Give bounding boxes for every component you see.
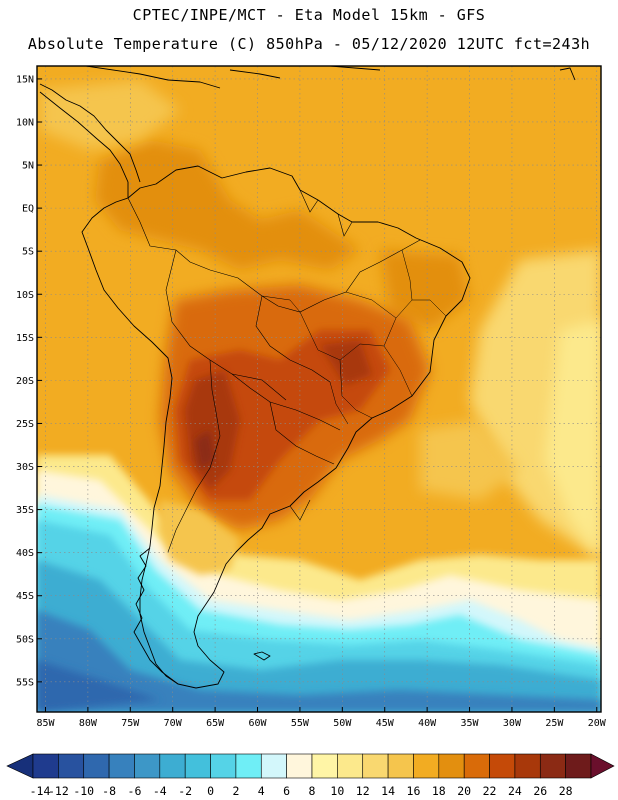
lat-label-15n: 15N (16, 74, 34, 85)
colorbar-label: -14 (30, 784, 51, 798)
colorbar-label: 8 (309, 784, 316, 798)
lat-label-55s: 55S (16, 677, 34, 688)
lat-label-15s: 15S (16, 333, 34, 344)
coastlines (39, 66, 576, 689)
lon-label-70w: 70W (164, 718, 183, 729)
colorbar-label: 12 (356, 784, 370, 798)
colorbar-swatch (58, 753, 85, 779)
colorbar-label: 26 (533, 784, 547, 798)
colorbar-label: 18 (432, 784, 446, 798)
colorbar-high-arrow (590, 753, 615, 779)
colorbar-swatch (413, 753, 440, 779)
map-frame (36, 65, 602, 713)
colorbar-swatch (210, 753, 237, 779)
lat-label-40s: 40S (16, 548, 34, 559)
lon-label-35w: 35W (461, 718, 480, 729)
colorbar-swatch (184, 753, 211, 779)
colorbar-swatch (565, 753, 592, 779)
lon-label-55w: 55W (291, 718, 310, 729)
colorbar-label: -8 (102, 784, 116, 798)
colorbar-swatch (134, 753, 161, 779)
colorbar-swatch (159, 753, 186, 779)
colorbar-label: 14 (381, 784, 395, 798)
chart-title-line2: Absolute Temperature (C) 850hPa - 05/12/… (27, 35, 591, 53)
colorbar-swatch (235, 753, 262, 779)
lat-label-50s: 50S (16, 634, 34, 645)
country-borders (127, 189, 421, 553)
colorbar-label: 20 (457, 784, 471, 798)
colorbar-label: -6 (128, 784, 142, 798)
lat-label-eq: EQ (22, 204, 34, 215)
colorbar-label: -4 (153, 784, 167, 798)
lon-label-40w: 40W (418, 718, 437, 729)
lat-label-5n: 5N (22, 161, 34, 172)
colorbar-label: 22 (483, 784, 497, 798)
colorbar-swatch (311, 753, 338, 779)
lat-label-25s: 25S (16, 419, 34, 430)
colorbar-label: 2 (232, 784, 239, 798)
colorbar-label: -10 (73, 784, 94, 798)
colorbar-swatch (32, 753, 59, 779)
colorbar-label: -2 (178, 784, 192, 798)
lat-label-45s: 45S (16, 591, 34, 602)
lat-label-30s: 30S (16, 462, 34, 473)
lon-label-20w: 20W (588, 718, 607, 729)
colorbar-label: 28 (559, 784, 573, 798)
lon-label-80w: 80W (79, 718, 98, 729)
latitude-axis: 15N 10N 5N EQ 5S 10S 15S 20S 25S 30S 35S 40S 45S 50S 5… (16, 74, 42, 688)
longitude-axis: 85W 80W 75W 70W 65W 60W 55W 50W 45W 40W 35W 30W 25W 2… (36, 707, 607, 729)
colorbar-label: 4 (258, 784, 265, 798)
colorbar-swatch (463, 753, 490, 779)
colorbar-swatch (514, 753, 541, 779)
colorbar-swatch (337, 753, 364, 779)
lat-label-10n: 10N (16, 117, 34, 128)
colorbar-low-arrow (6, 753, 34, 779)
colorbar-label: 0 (207, 784, 214, 798)
colorbar-swatch (286, 753, 313, 779)
colorbar (6, 753, 615, 779)
colorbar-label: 24 (508, 784, 522, 798)
lon-label-45w: 45W (376, 718, 395, 729)
lat-label-10s: 10S (16, 290, 34, 301)
chart-title-line1: CPTEC/INPE/MCT - Eta Model 15km - GFS (132, 6, 486, 24)
colorbar-label: -12 (48, 784, 69, 798)
lon-label-50w: 50W (333, 718, 352, 729)
colorbar-label: 6 (283, 784, 290, 798)
lon-label-85w: 85W (36, 718, 55, 729)
colorbar-label: 16 (407, 784, 421, 798)
colorbar-swatch (362, 753, 389, 779)
lon-label-60w: 60W (248, 718, 267, 729)
colorbar-swatch (260, 753, 287, 779)
lat-label-35s: 35S (16, 505, 34, 516)
colorbar-swatch (539, 753, 566, 779)
lon-label-25w: 25W (545, 718, 564, 729)
colorbar-swatch (387, 753, 414, 779)
colorbar-swatch (489, 753, 516, 779)
lat-label-20s: 20S (16, 376, 34, 387)
lon-label-30w: 30W (503, 718, 522, 729)
colorbar-swatch (83, 753, 110, 779)
colorbar-swatch (438, 753, 465, 779)
lon-label-75w: 75W (121, 718, 140, 729)
colorbar-swatch (108, 753, 135, 779)
lon-label-65w: 65W (206, 718, 225, 729)
colorbar-label: 10 (330, 784, 344, 798)
lat-label-5s: 5S (22, 247, 34, 258)
state-borders (261, 249, 447, 425)
colorbar-labels: -14-12 -10 -8 -6 -4 -2 0 2 4 6 8 10 12 14 16 18 20 22 24 26… (30, 784, 573, 798)
temperature-field (37, 66, 601, 712)
